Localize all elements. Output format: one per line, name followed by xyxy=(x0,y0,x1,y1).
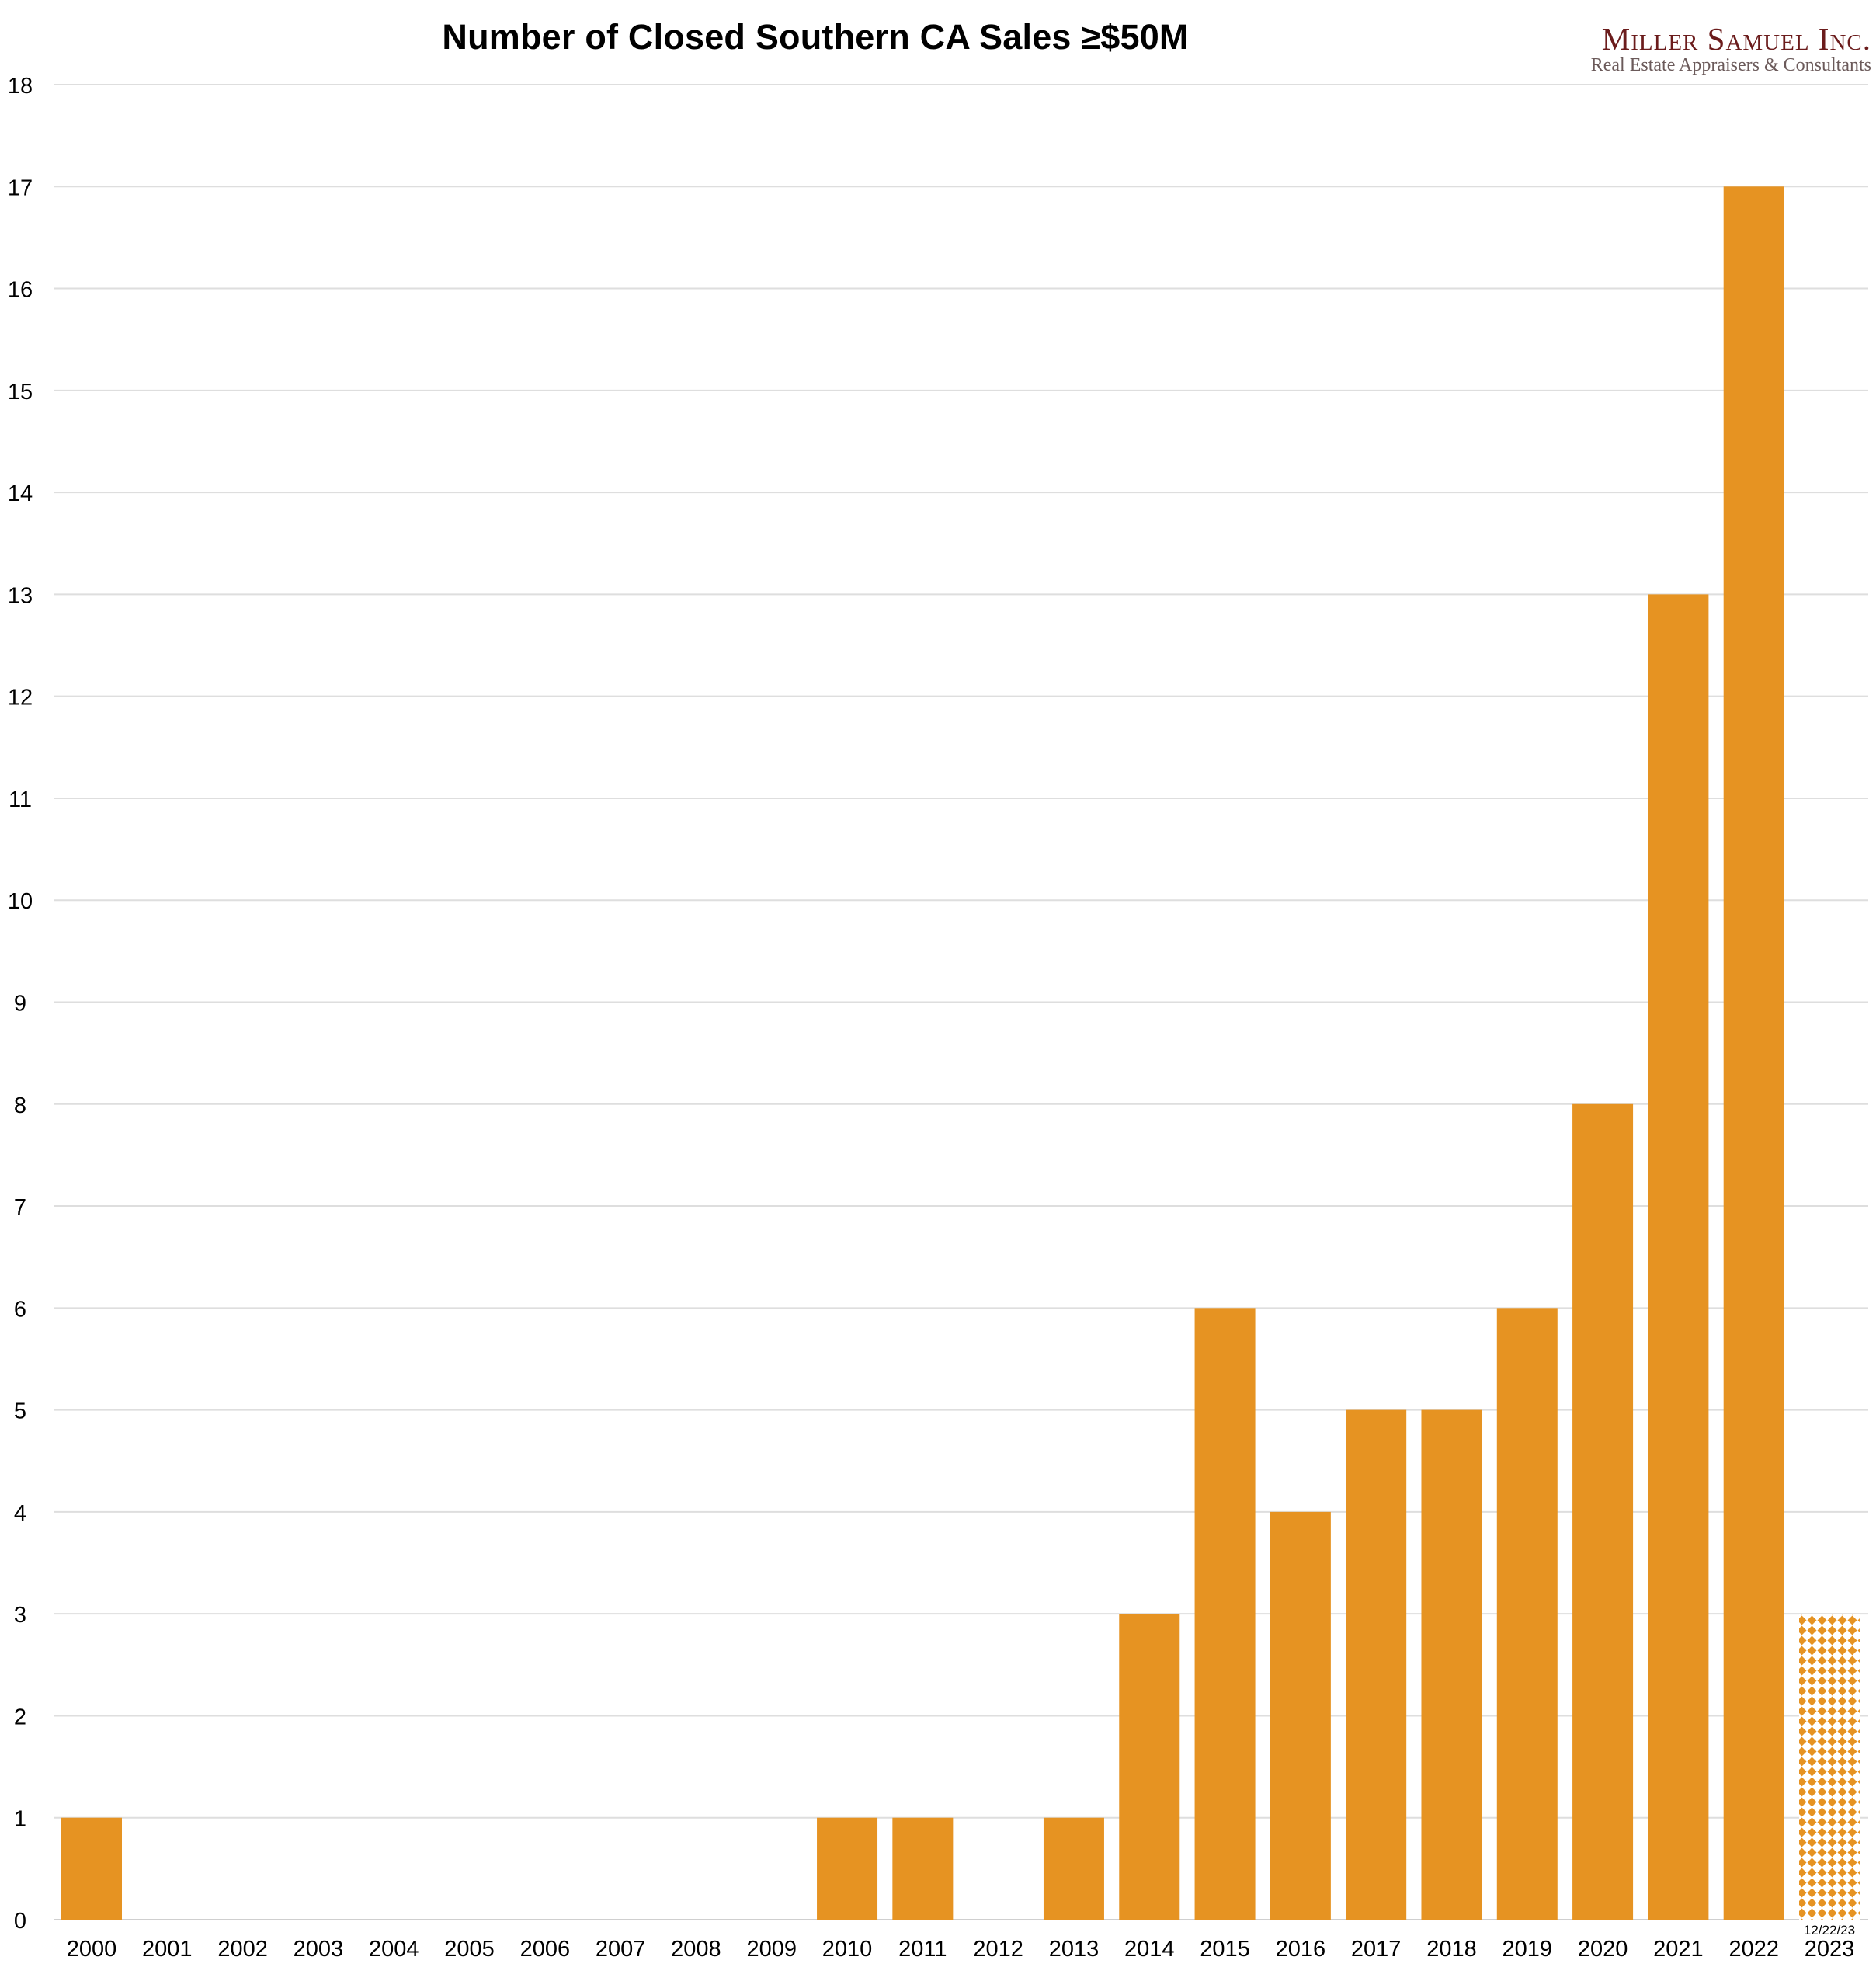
x-tick-label: 2013 xyxy=(1049,1937,1100,1962)
x-tick-label: 2022 xyxy=(1728,1937,1779,1962)
y-tick-label: 9 xyxy=(14,992,26,1017)
y-tick-label: 8 xyxy=(14,1093,26,1118)
company-logo: Miller Samuel Inc. Real Estate Appraiser… xyxy=(1591,23,1871,77)
x-tick-label: 2011 xyxy=(898,1937,947,1962)
y-tick-label: 4 xyxy=(14,1501,26,1526)
x-tick-label: 2023 xyxy=(1805,1937,1855,1962)
x-tick-label: 2001 xyxy=(142,1937,193,1962)
x-tick-label: 2003 xyxy=(294,1937,344,1962)
bar-2016 xyxy=(1270,1511,1331,1920)
x-tick-label: 2005 xyxy=(444,1937,495,1962)
bars xyxy=(61,186,1860,1920)
x-axis-ticks: 2000 2001 2002 2003 2004 2005 2006 2007 2008 2009… xyxy=(67,1937,1855,1962)
x-tick-label: 2000 xyxy=(67,1937,117,1962)
bar-2019 xyxy=(1496,1308,1558,1920)
x-tick-label: 2020 xyxy=(1578,1937,1628,1962)
bar-2020 xyxy=(1572,1103,1634,1920)
bar-2018 xyxy=(1421,1409,1482,1920)
x-tick-label: 2015 xyxy=(1200,1937,1250,1962)
y-tick-label: 14 xyxy=(8,481,33,506)
x-tick-label: 2007 xyxy=(596,1937,646,1962)
y-tick-label: 11 xyxy=(9,787,32,812)
bar-2023 xyxy=(1799,1614,1860,1920)
y-tick-label: 0 xyxy=(14,1909,26,1934)
y-tick-label: 16 xyxy=(8,278,33,303)
chart-title: Number of Closed Southern CA Sales ≥$50M xyxy=(442,17,1189,57)
x-tick-label: 2019 xyxy=(1503,1937,1553,1962)
bar-2014 xyxy=(1119,1614,1180,1920)
x-tick-label: 2009 xyxy=(746,1937,797,1962)
x-tick-label: 2002 xyxy=(217,1937,268,1962)
y-tick-label: 15 xyxy=(8,380,33,405)
x-tick-label: 2006 xyxy=(520,1937,571,1962)
y-tick-label: 13 xyxy=(8,583,33,608)
y-tick-label: 17 xyxy=(8,176,33,200)
y-tick-label: 18 xyxy=(8,74,33,99)
x-tick-label: 2021 xyxy=(1653,1937,1704,1962)
y-tick-label: 6 xyxy=(14,1297,26,1322)
bar-2015 xyxy=(1194,1308,1256,1920)
y-tick-label: 10 xyxy=(8,889,33,914)
bar-2013 xyxy=(1043,1817,1104,1920)
x-tick-label: 2018 xyxy=(1426,1937,1477,1962)
bar-2010 xyxy=(817,1817,878,1920)
logo-tagline: Real Estate Appraisers & Consultants xyxy=(1590,55,1871,75)
gridlines xyxy=(54,84,1868,1920)
bar-2011 xyxy=(892,1817,954,1920)
logo-name: Miller Samuel Inc. xyxy=(1601,21,1871,57)
bar-2000 xyxy=(61,1817,122,1920)
x-tick-label: 2012 xyxy=(973,1937,1023,1962)
partial-period-note: 12/22/23 xyxy=(1804,1923,1855,1938)
y-tick-label: 7 xyxy=(14,1195,26,1220)
y-tick-label: 2 xyxy=(14,1705,26,1729)
x-tick-label: 2004 xyxy=(369,1937,419,1962)
y-tick-label: 3 xyxy=(14,1603,26,1628)
bar-2021 xyxy=(1648,594,1709,1920)
bar-2017 xyxy=(1346,1409,1407,1920)
x-tick-label: 2016 xyxy=(1276,1937,1326,1962)
x-tick-label: 2017 xyxy=(1351,1937,1402,1962)
x-tick-label: 2010 xyxy=(822,1937,873,1962)
y-tick-label: 1 xyxy=(14,1807,26,1832)
annotations: 12/22/23 xyxy=(1804,1923,1855,1938)
y-tick-label: 5 xyxy=(14,1399,26,1424)
x-tick-label: 2014 xyxy=(1124,1937,1175,1962)
y-tick-label: 12 xyxy=(8,686,33,711)
bar-2022 xyxy=(1723,186,1784,1920)
x-tick-label: 2008 xyxy=(671,1937,721,1962)
